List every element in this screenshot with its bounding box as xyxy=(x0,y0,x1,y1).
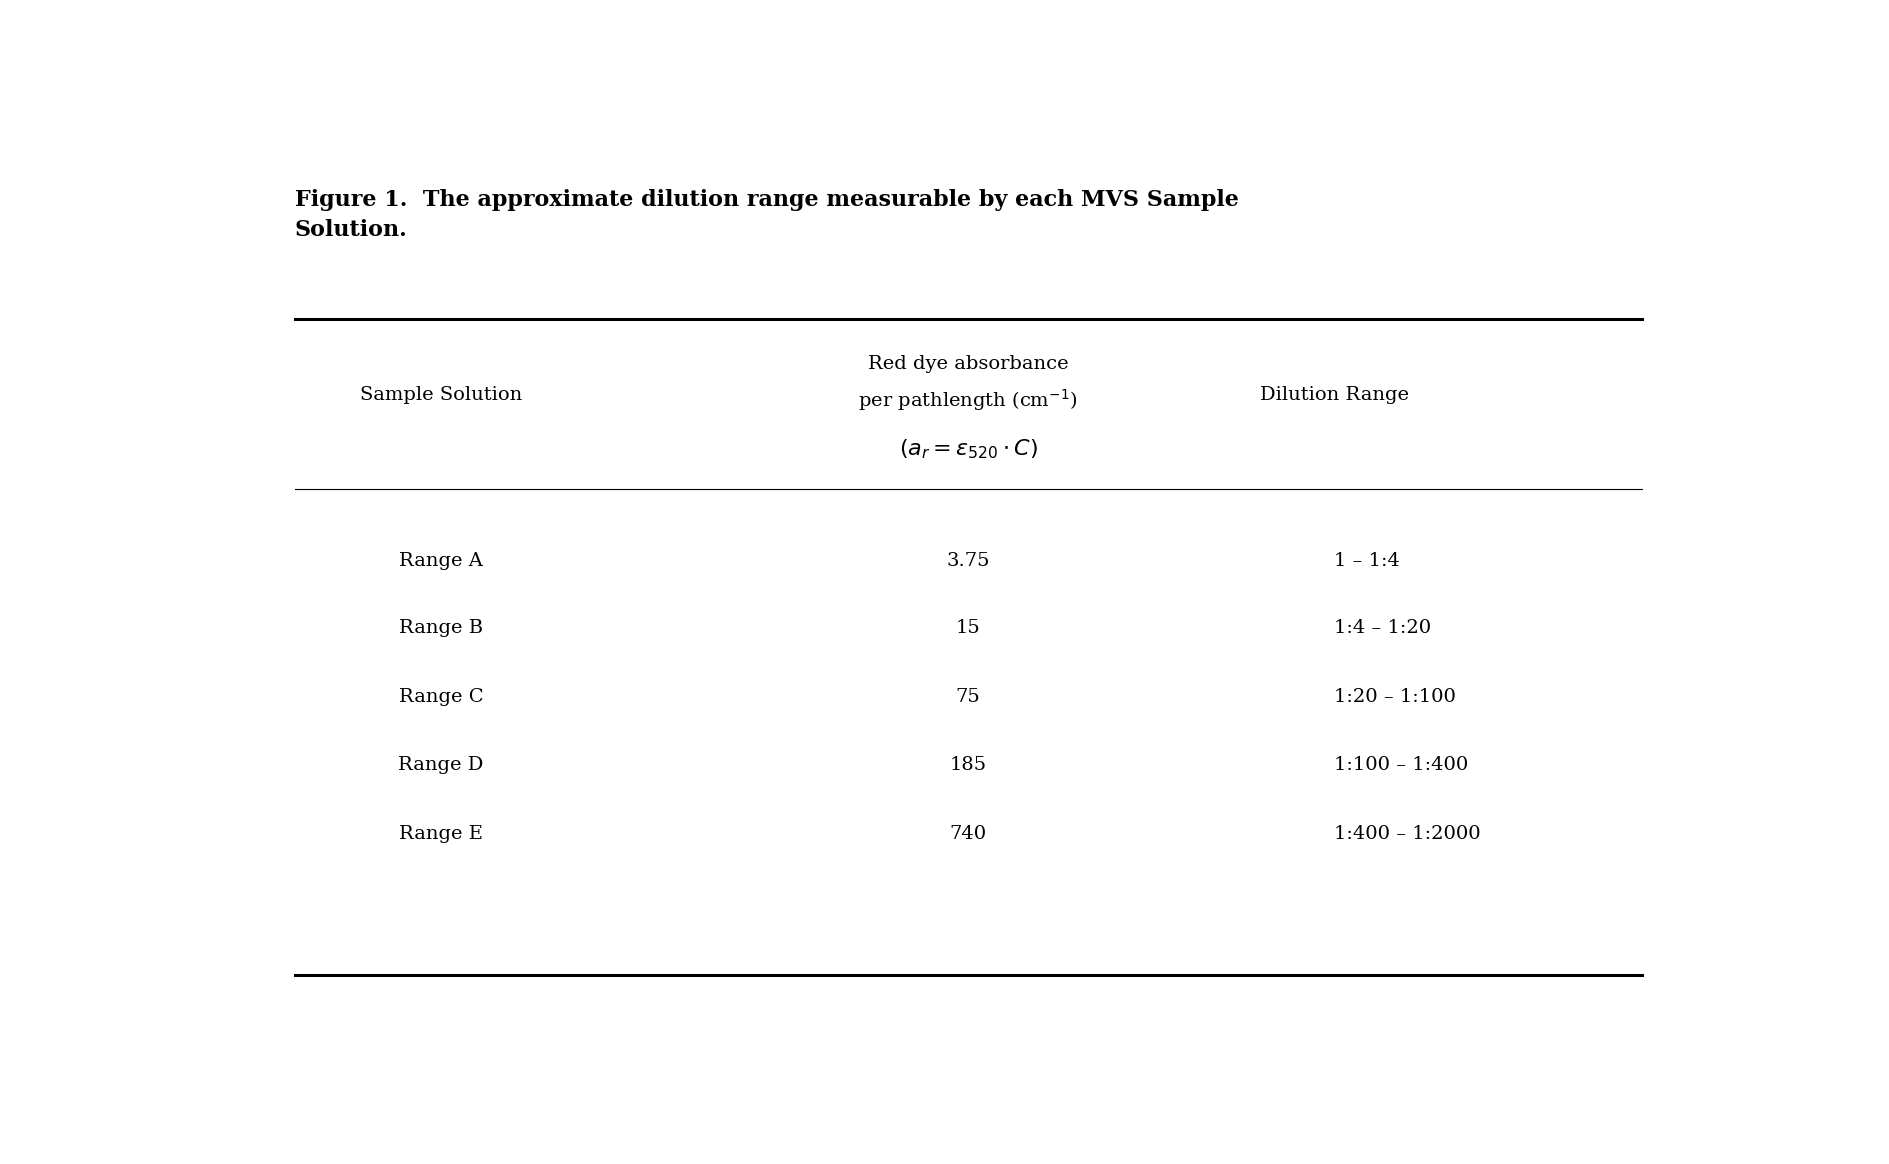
Text: 1:400 – 1:2000: 1:400 – 1:2000 xyxy=(1334,825,1481,843)
Text: 1:20 – 1:100: 1:20 – 1:100 xyxy=(1334,688,1456,707)
Text: per pathlength (cm$^{-1}$): per pathlength (cm$^{-1}$) xyxy=(858,386,1079,412)
Text: Range E: Range E xyxy=(399,825,484,843)
Text: Figure 1.  The approximate dilution range measurable by each MVS Sample
Solution: Figure 1. The approximate dilution range… xyxy=(295,189,1239,241)
Text: 740: 740 xyxy=(950,825,986,843)
Text: Dilution Range: Dilution Range xyxy=(1260,386,1409,404)
Text: 75: 75 xyxy=(956,688,980,707)
Text: Range D: Range D xyxy=(399,757,484,774)
Text: 15: 15 xyxy=(956,619,980,637)
Text: 1:100 – 1:400: 1:100 – 1:400 xyxy=(1334,757,1468,774)
Text: 185: 185 xyxy=(950,757,986,774)
Text: 3.75: 3.75 xyxy=(946,552,990,570)
Text: Sample Solution: Sample Solution xyxy=(361,386,521,404)
Text: Red dye absorbance: Red dye absorbance xyxy=(867,355,1069,372)
Text: 1 – 1:4: 1 – 1:4 xyxy=(1334,552,1400,570)
Text: Range A: Range A xyxy=(399,552,484,570)
Text: 1:4 – 1:20: 1:4 – 1:20 xyxy=(1334,619,1432,637)
Text: $\left(a_r = \varepsilon_{520} \cdot C\right)$: $\left(a_r = \varepsilon_{520} \cdot C\r… xyxy=(899,438,1037,461)
Text: Range B: Range B xyxy=(399,619,484,637)
Text: Range C: Range C xyxy=(399,688,484,707)
